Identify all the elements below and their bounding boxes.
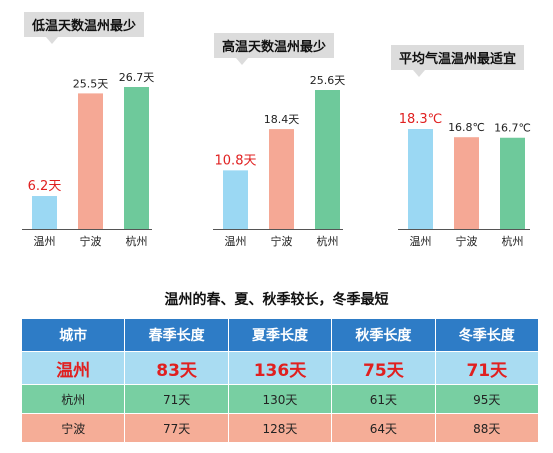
tick-label: 杭州 (317, 234, 339, 248)
table-cell: 75天 (331, 351, 436, 385)
bar (500, 137, 525, 229)
table-cell: 88天 (434, 413, 540, 443)
data-label: 10.8天 (215, 153, 257, 168)
bar (315, 90, 340, 229)
data-label: 25.5天 (73, 77, 109, 90)
table-cell: 130天 (227, 384, 333, 414)
bar (454, 137, 479, 229)
tick-label: 温州 (225, 235, 247, 248)
tick-label: 温州 (410, 235, 432, 248)
table-row-wenzhou: 温州 83天 136天 75天 71天 (20, 351, 540, 385)
chart1-title: 低温天数温州最少 (24, 12, 145, 44)
tick-label: 宁波 (456, 234, 478, 248)
table-cell: 64天 (331, 413, 436, 443)
table-cell: 77天 (124, 413, 229, 443)
data-label: 16.8℃ (448, 121, 485, 134)
table-cell: 83天 (124, 351, 229, 385)
tick-label: 杭州 (126, 234, 148, 248)
bar (78, 93, 103, 229)
bar (124, 87, 149, 229)
table-row-hangzhou: 杭州 71天 130天 61天 95天 (20, 384, 540, 414)
bar (32, 196, 57, 229)
tick-label: 温州 (34, 235, 56, 248)
tick-label: 宁波 (271, 234, 293, 248)
table-cell: 128天 (227, 413, 333, 443)
data-label: 16.7℃ (494, 122, 531, 135)
header-spring: 春季长度 (124, 318, 229, 352)
table-header-row: 城市 春季长度 夏季长度 秋季长度 冬季长度 (20, 318, 540, 352)
bar (269, 129, 294, 229)
tick-label: 杭州 (502, 234, 524, 248)
header-winter: 冬季长度 (434, 318, 540, 352)
header-city: 城市 (20, 318, 126, 352)
table-cell: 136天 (227, 351, 333, 385)
table-cell: 温州 (20, 351, 126, 385)
header-autumn: 秋季长度 (331, 318, 436, 352)
table-cell: 95天 (434, 384, 540, 414)
table-title: 温州的春、夏、秋季较长，冬季最短 (164, 292, 389, 308)
header-summer: 夏季长度 (227, 318, 333, 352)
season-table: 城市 春季长度 夏季长度 秋季长度 冬季长度 温州 83天 136天 75天 7… (20, 318, 540, 443)
chart2-title: 高温天数温州最少 (214, 33, 335, 65)
data-label: 18.3℃ (399, 112, 443, 127)
bar (408, 129, 433, 229)
table-cell: 61天 (331, 384, 436, 414)
table-cell: 宁波 (20, 413, 126, 443)
data-label: 25.6天 (310, 74, 346, 87)
table-cell: 71天 (124, 384, 229, 414)
chart3-title: 平均气温温州最适宜 (391, 45, 525, 77)
table-cell: 71天 (434, 351, 540, 385)
tick-label: 宁波 (80, 234, 102, 248)
table-cell: 杭州 (20, 384, 126, 414)
data-label: 26.7天 (119, 71, 155, 84)
table-row-ningbo: 宁波 77天 128天 64天 88天 (20, 413, 540, 443)
data-label: 18.4天 (264, 113, 300, 126)
data-label: 6.2天 (28, 179, 62, 194)
bar (223, 170, 248, 229)
